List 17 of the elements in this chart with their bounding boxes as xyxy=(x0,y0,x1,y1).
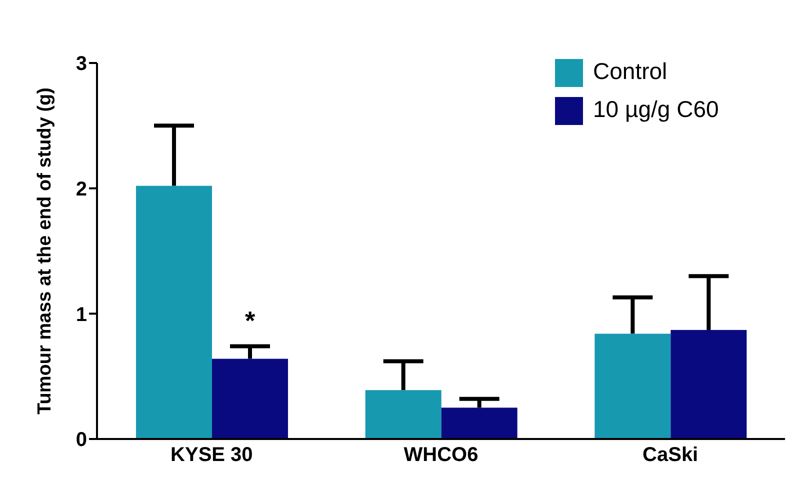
x-tick-label: WHCO6 xyxy=(404,444,478,466)
annotation: * xyxy=(244,305,256,336)
legend-label: 10 µg/g C60 xyxy=(593,96,719,122)
x-tick-label: KYSE 30 xyxy=(170,444,253,466)
bar xyxy=(594,334,671,439)
bar xyxy=(670,330,747,439)
y-tick-label: 2 xyxy=(76,178,87,200)
y-axis-title: Tumour mass at the end of study (g) xyxy=(34,88,56,414)
legend-label: Control xyxy=(593,58,668,84)
bar xyxy=(212,358,288,439)
y-tick-label: 0 xyxy=(76,429,87,452)
bar xyxy=(441,408,518,439)
x-tick-label: CaSki xyxy=(642,444,698,466)
y-tick-label: 3 xyxy=(76,53,87,76)
bar xyxy=(136,186,212,439)
bar xyxy=(365,390,442,439)
y-tick-label: 1 xyxy=(76,304,87,326)
